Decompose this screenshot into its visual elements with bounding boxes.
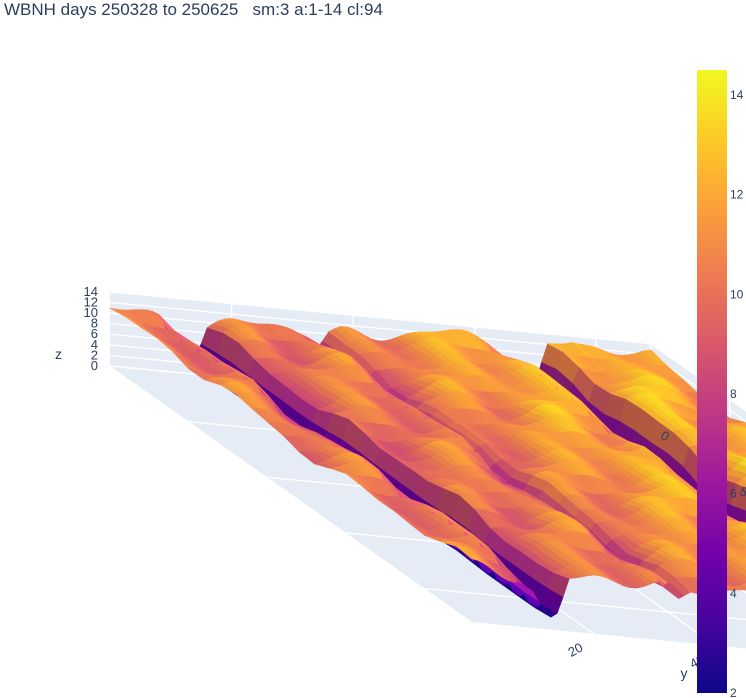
z-tick-label: 14	[84, 284, 98, 299]
x-tick-label: 5	[737, 483, 746, 500]
surface-cell	[737, 569, 746, 576]
surface-cell	[731, 572, 746, 582]
surface-cell	[739, 532, 746, 541]
surface-cell	[735, 478, 746, 489]
chart-title: WBNH days 250328 to 250625 sm:3 a:1-14 c…	[4, 0, 383, 19]
surface-cell	[730, 482, 746, 511]
axis-titles: xyz	[55, 346, 688, 681]
surface-cell	[737, 452, 746, 457]
surface-cell	[742, 523, 746, 526]
z-tick-label: 8	[91, 316, 98, 331]
colorbar-scale	[697, 70, 727, 693]
colorbar-tick-label: 8	[730, 387, 737, 401]
surface-cell	[738, 458, 746, 467]
z-tick-label: 10	[84, 305, 98, 320]
surface-cell	[735, 523, 746, 530]
surface-cell	[742, 475, 746, 482]
z-tick-label: 0	[91, 358, 98, 373]
surface-cell	[724, 547, 746, 559]
surface-cell	[723, 426, 746, 439]
axis-tick-labels: 051015202040608002468101214	[84, 284, 746, 672]
surface-cell	[733, 557, 746, 565]
surface-cell	[736, 549, 746, 556]
colorbar-tick-label: 2	[730, 686, 737, 698]
surface-cell	[739, 436, 746, 443]
surface-cell	[731, 451, 746, 459]
z-axis-title: z	[55, 346, 62, 362]
surface-cell	[725, 574, 746, 586]
z-tick-label: 2	[91, 347, 98, 362]
surface-cell	[729, 454, 746, 460]
surface-cell	[740, 557, 746, 561]
surface-cell	[729, 426, 746, 437]
colorbar: 2 4 6 8 10 12 14	[697, 70, 744, 698]
colorbar-tick-label: 6	[730, 487, 737, 501]
x-gridline	[424, 587, 746, 621]
z-tick-label: 12	[84, 294, 98, 309]
colorbar-tick-label: 10	[730, 287, 744, 301]
surface-cell	[741, 583, 746, 587]
z-tick-label: 4	[91, 337, 98, 352]
z-tick-label: 6	[91, 326, 98, 341]
surface-cell	[742, 548, 746, 552]
surface-cell	[726, 538, 746, 550]
colorbar-tick-label: 4	[730, 586, 737, 600]
surface-cell	[738, 422, 746, 427]
surface-cell	[732, 463, 746, 474]
surface-cell	[733, 437, 746, 450]
surface-cell	[735, 584, 746, 589]
surface-cell	[733, 536, 746, 547]
y-tick-label: 20	[566, 640, 586, 660]
surface-cell	[731, 548, 746, 559]
surface-cell	[729, 585, 746, 591]
surface-cell	[727, 439, 746, 453]
surface-cell	[733, 423, 746, 429]
z-gridline	[109, 291, 746, 412]
surface-cell	[742, 427, 746, 430]
y-axis-title: y	[681, 665, 688, 681]
colorbar-tick-label: 14	[730, 88, 744, 102]
surface-cell	[729, 525, 746, 534]
surface-cell	[727, 557, 746, 570]
colorbar-tick-label: 12	[730, 188, 744, 202]
surface-cell	[726, 468, 746, 480]
